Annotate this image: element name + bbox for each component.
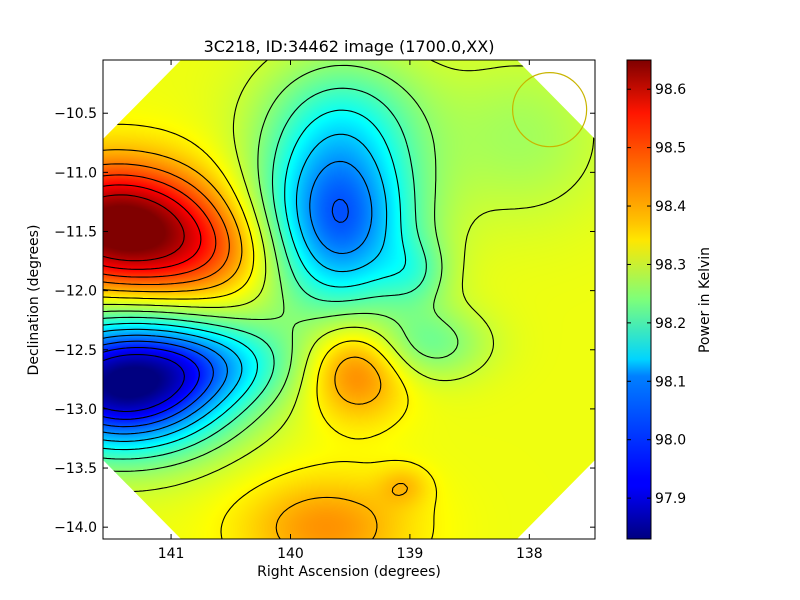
colorbar: 97.9 98.0 98.1 98.2 98.3 98.4 98.5 98.6 Power i… [626, 59, 713, 540]
y-tick-label: −10.5 [54, 106, 97, 122]
contour-line [103, 149, 409, 539]
y-tick-label: −13.5 [54, 461, 97, 477]
contour-line [103, 194, 185, 262]
y-axis: −10.5 −11.0 −11.5 −12.0 −12.5 −13.0 −13.5 −14.0 [54, 106, 595, 536]
contour-line [103, 346, 200, 420]
contour-line [103, 184, 202, 270]
contour-line [103, 133, 388, 442]
colorbar-tick-label: 98.0 [655, 433, 686, 449]
colorbar-tick-label: 98.2 [655, 316, 686, 332]
y-axis-label: Declination (degrees) [26, 225, 42, 376]
beam-circle [512, 72, 588, 148]
y-tick-label: −13.0 [54, 402, 97, 418]
colorbar-tick-label: 98.4 [655, 199, 686, 215]
y-tick-label: −14.0 [54, 520, 97, 536]
x-axis-label: Right Ascension (degrees) [257, 564, 441, 580]
x-axis: 141 140 139 138 [158, 60, 543, 562]
x-tick-label: 138 [516, 546, 543, 562]
y-tick-label: −12.0 [54, 284, 97, 300]
colorbar-gradient [626, 59, 652, 540]
colorbar-label: Power in Kelvin [697, 247, 713, 353]
contour-line [103, 174, 217, 278]
y-tick-label: −11.5 [54, 224, 97, 240]
contour-line [103, 64, 459, 472]
x-tick-label: 141 [158, 546, 185, 562]
colorbar-tick-label: 98.3 [655, 257, 686, 273]
colorbar-tick-label: 98.6 [655, 82, 686, 98]
y-tick-label: −11.0 [54, 165, 97, 181]
contour-line [103, 354, 185, 413]
plot-area [102, 59, 596, 540]
contour-line [103, 198, 349, 428]
contour-line [103, 160, 373, 435]
colorbar-tick-label: 97.9 [655, 491, 686, 507]
x-tick-label: 139 [397, 546, 424, 562]
x-tick-label: 140 [277, 546, 304, 562]
colorbar-tick-label: 98.1 [655, 374, 686, 390]
plot-frame [102, 59, 596, 540]
contour-line [103, 87, 427, 460]
contour-line [103, 109, 407, 451]
contour-line [103, 163, 230, 286]
y-tick-label: −12.5 [54, 343, 97, 359]
colorbar-tick-label: 98.5 [655, 141, 686, 157]
colorbar-ticks: 97.9 98.0 98.1 98.2 98.3 98.4 98.5 98.6 [627, 82, 686, 507]
chart-title: 3C218, ID:34462 image (1700.0,XX) [204, 37, 495, 56]
